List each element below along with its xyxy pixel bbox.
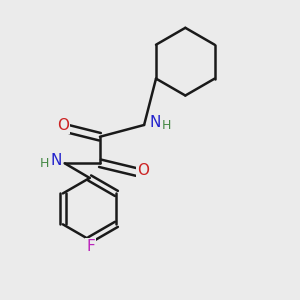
Text: H: H bbox=[40, 157, 49, 170]
Text: N: N bbox=[51, 153, 62, 168]
Text: H: H bbox=[161, 119, 171, 132]
Text: O: O bbox=[57, 118, 69, 133]
Text: N: N bbox=[150, 115, 161, 130]
Text: O: O bbox=[137, 163, 149, 178]
Text: F: F bbox=[86, 239, 95, 254]
